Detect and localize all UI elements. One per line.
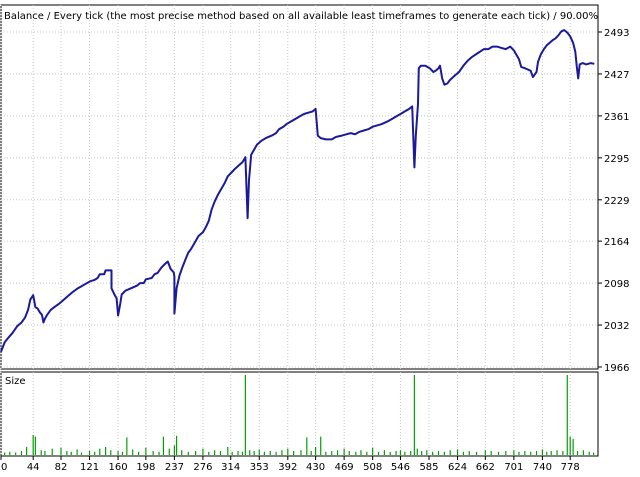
y-tick-label: 2493 bbox=[604, 28, 629, 39]
x-tick-label: 353 bbox=[250, 462, 269, 473]
x-axis-ticks: 0 44 82 121 160 198 237 276 314 353 392 430 469 508 54… bbox=[0, 456, 580, 473]
y-tick-label: 2164 bbox=[604, 237, 629, 248]
balance-plot-frame bbox=[0, 4, 599, 370]
balance-panel: 2493 2427 2361 2295 2229 2164 2098 2032 1966 Bal… bbox=[0, 4, 629, 374]
x-tick-label: 314 bbox=[221, 462, 240, 473]
x-tick-label: 469 bbox=[335, 462, 354, 473]
x-tick-label: 82 bbox=[55, 462, 68, 473]
x-tick-label: 778 bbox=[561, 462, 580, 473]
x-tick-label: 160 bbox=[109, 462, 128, 473]
y-tick-label: 2361 bbox=[604, 112, 629, 123]
y-tick-label: 2229 bbox=[604, 196, 629, 207]
x-tick-label: 237 bbox=[165, 462, 184, 473]
y-tick-label: 2032 bbox=[604, 321, 629, 332]
x-tick-label: 546 bbox=[391, 462, 410, 473]
x-tick-label: 44 bbox=[27, 462, 40, 473]
x-tick-label: 662 bbox=[476, 462, 495, 473]
chart-title: Balance / Every tick (the most precise m… bbox=[4, 11, 598, 22]
y-axis-ticks: 2493 2427 2361 2295 2229 2164 2098 2032 1966 bbox=[598, 28, 629, 374]
x-tick-label: 0 bbox=[1, 462, 7, 473]
size-panel: Size bbox=[0, 371, 599, 457]
x-tick-label: 585 bbox=[419, 462, 438, 473]
x-tick-label: 198 bbox=[136, 462, 155, 473]
balance-gridlines bbox=[0, 5, 598, 369]
x-tick-label: 508 bbox=[363, 462, 382, 473]
y-tick-label: 2295 bbox=[604, 154, 629, 165]
x-tick-label: 624 bbox=[448, 462, 467, 473]
x-tick-label: 701 bbox=[504, 462, 523, 473]
x-tick-label: 276 bbox=[193, 462, 212, 473]
size-plot-frame bbox=[0, 371, 599, 457]
y-tick-label: 1966 bbox=[604, 363, 629, 374]
balance-line bbox=[0, 29, 595, 353]
size-bars bbox=[4, 375, 595, 455]
balance-series-line bbox=[0, 29, 595, 353]
size-panel-title: Size bbox=[5, 376, 26, 387]
x-tick-label: 392 bbox=[278, 462, 297, 473]
x-tick-label: 430 bbox=[306, 462, 325, 473]
y-tick-label: 2098 bbox=[604, 279, 629, 290]
x-tick-label: 740 bbox=[533, 462, 552, 473]
x-tick-label: 121 bbox=[80, 462, 99, 473]
y-tick-label: 2427 bbox=[604, 70, 629, 81]
